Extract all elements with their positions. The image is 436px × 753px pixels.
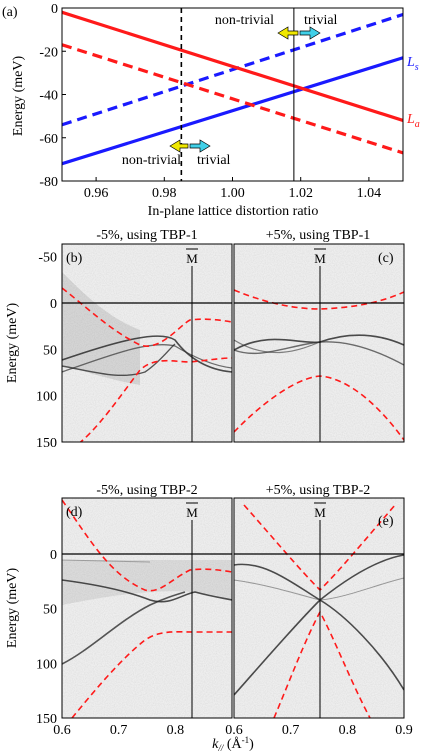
arpes-bottom-ylabel: Energy (meV) (5, 568, 20, 649)
panel-e-title: +5%, using TBP-2 (266, 483, 370, 498)
panel-d: -5%, using TBP-2 (d) M (61, 483, 233, 719)
panel-a-xlabel: In-plane lattice distortion ratio (148, 204, 319, 219)
panel-b-title: -5%, using TBP-1 (96, 228, 197, 243)
panel-b-frame (61, 243, 233, 443)
panel-e: +5%, using TBP-2 (e) M (233, 483, 405, 719)
panel-e-label: (e) (378, 514, 394, 529)
panel-c-frame (233, 243, 405, 443)
annotation-top-trivial: trivial (304, 13, 338, 28)
panel-a-ytick-label: -40 (39, 89, 58, 104)
series-line-la-dashed (62, 43, 403, 155)
arpes-left-xtick-label: 0.7 (110, 723, 128, 738)
series-line-ls-dashed (62, 12, 403, 127)
arrow-top-icon (277, 26, 321, 40)
arpes-left-xtick-label: 0.6 (53, 723, 71, 738)
arpes-right-xtick-label: 0.6 (225, 723, 243, 738)
arpes-right-xtick-label: 0.8 (339, 723, 357, 738)
panel-e-texture (234, 498, 404, 718)
panel-a-ytick-label: 0 (51, 2, 58, 17)
panel-a-ytick-label: -80 (39, 175, 58, 190)
arpes-left-xtick-label: 0.8 (167, 723, 185, 738)
panel-d-mbar: M (186, 505, 198, 520)
panel-b-bands (62, 272, 232, 442)
series-line-ls-solid (62, 56, 403, 166)
panel-b-label: (b) (66, 251, 83, 266)
panel-a-xtick-label: 0.98 (152, 186, 177, 201)
arpes-top-ytick-label: 150 (36, 436, 57, 451)
panel-a-axes: 0.96 0.98 1.00 1.02 1.04 0 -20 -40 -60 -80 (39, 2, 381, 201)
panel-a-xtick-label: 1.02 (288, 186, 313, 201)
panel-e-mbar: M (314, 505, 326, 520)
arpes-right-xtick-label: 0.7 (282, 723, 300, 738)
panel-c-label: (c) (378, 251, 394, 266)
series-label-ls: Ls (406, 55, 419, 73)
panel-a-ytick-label: -60 (39, 132, 58, 147)
arpes-bottom-ytick-label: 100 (36, 657, 57, 672)
arpes-bottom-ytick-label: 150 (36, 712, 57, 727)
arpes-top-ytick-label: -50 (38, 251, 57, 266)
arpes-top-ytick-label: 0 (50, 297, 57, 312)
panel-d-frame (61, 497, 233, 719)
panel-a-frame (61, 7, 404, 182)
panel-a-label: (a) (2, 5, 18, 20)
panel-a-xtick-label: 0.96 (84, 186, 109, 201)
arpes-bottom-ytick-label: 0 (50, 548, 57, 563)
panel-a-plot-area (62, 8, 403, 181)
annotation-bottom-trivial: trivial (197, 153, 231, 168)
panel-d-texture (62, 498, 232, 718)
arpes-right-xtick-label: 0.9 (395, 723, 413, 738)
series-line-la-solid (62, 10, 403, 122)
panel-a-xtick-label: 1.04 (357, 186, 382, 201)
annotation-bottom-nontrivial: non-trivial (122, 153, 181, 168)
arpes-top-ytick-label: 50 (43, 343, 57, 358)
panel-a-ylabel: Energy (meV) (11, 56, 26, 137)
arrow-bottom-icon (169, 139, 211, 153)
annotation-top-nontrivial: non-trivial (215, 13, 274, 28)
series-label-la: La (406, 112, 420, 130)
panel-a: (a) 0.96 0.98 1.00 1.02 1.04 0 -20 -40 -60 -80 En… (2, 2, 420, 219)
arpes-top-ytick-label: 100 (36, 390, 57, 405)
panel-d-bands (62, 499, 232, 718)
panel-b-mbar: M (186, 251, 198, 266)
arpes-xlabel: k// (Å-1) (212, 735, 254, 753)
arpes-top-ylabel: Energy (meV) (5, 303, 20, 384)
panel-a-xtick-label: 1.00 (220, 186, 245, 201)
panel-b: -5%, using TBP-1 (b) M (61, 228, 233, 443)
arpes-bottom-ytick-label: 50 (43, 603, 57, 618)
panel-c: +5%, using TBP-1 (c) M (233, 228, 405, 443)
panel-b-texture (62, 244, 232, 442)
panel-d-title: -5%, using TBP-2 (96, 483, 197, 498)
panel-d-label: (d) (66, 505, 83, 520)
panel-e-frame (233, 497, 405, 719)
panel-c-title: +5%, using TBP-1 (266, 228, 370, 243)
panel-a-ytick-label: -20 (39, 45, 58, 60)
panel-c-mbar: M (314, 251, 326, 266)
